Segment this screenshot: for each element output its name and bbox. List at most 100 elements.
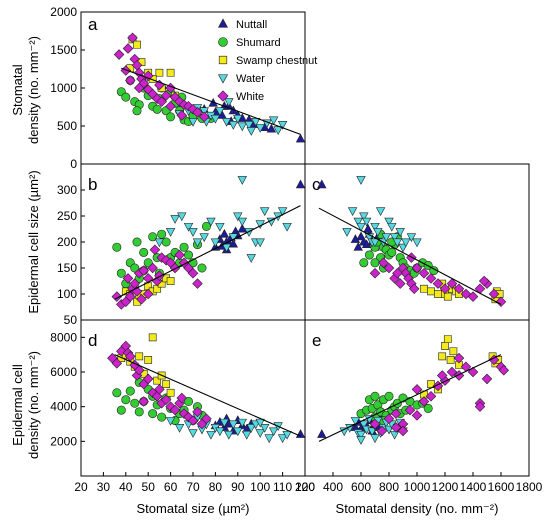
panel-e: 200 400 600 800 1000 1200 1400 1600 1800 (295, 319, 543, 494)
point-b-water-23 (255, 238, 265, 248)
x-tick-label-e-3: 800 (379, 480, 399, 494)
point-b-shumard-16 (184, 250, 194, 260)
point-e-water-14 (384, 425, 394, 435)
point-d-water-9 (215, 427, 225, 437)
point-a-water-8 (228, 121, 239, 130)
panel-label-b: b (88, 175, 97, 194)
point-b-water-9 (210, 238, 221, 248)
point-e-shumard-9 (384, 391, 394, 401)
point-d-white-16 (169, 404, 181, 416)
point-c-water-5 (361, 217, 372, 227)
point-d-water-1 (174, 424, 185, 433)
point-c-shumard-1 (364, 250, 374, 260)
x-tick-label-d-1: 30 (97, 480, 111, 494)
point-b-water-18 (259, 207, 270, 217)
legend-entry-water: Water (217, 73, 265, 85)
point-c-water-2 (353, 217, 363, 227)
point-a-white-12 (156, 96, 167, 107)
point-a-nuttall-11 (266, 123, 277, 133)
y-tick-label-d-3: 8000 (50, 330, 77, 344)
point-d-white-18 (178, 408, 190, 419)
point-d-white-24 (154, 384, 165, 395)
point-a-white-26 (198, 111, 210, 123)
point-b-water-7 (199, 233, 209, 243)
point-a-water-17 (224, 98, 234, 107)
point-c-water-15 (389, 233, 400, 243)
point-d-swamp-chestnut-10 (162, 380, 170, 389)
point-b-water-10 (215, 222, 225, 232)
point-e-water-5 (359, 420, 369, 430)
trend-line-b (114, 205, 301, 300)
point-c-water-0 (342, 228, 352, 237)
point-b-white-19 (187, 267, 199, 279)
series-b-nuttall (210, 179, 306, 254)
legend-marker-swamp-chestnut (218, 55, 228, 65)
point-e-water-8 (367, 427, 377, 437)
point-c-white-21 (488, 288, 500, 300)
point-b-shumard-23 (132, 237, 142, 247)
point-a-white-3 (127, 32, 138, 44)
y-tick-label-a-2: 1000 (50, 81, 77, 95)
point-e-swamp-chestnut-3 (438, 352, 447, 361)
point-e-shumard-5 (373, 400, 383, 410)
series-b-water (154, 176, 292, 263)
point-a-swamp-chestnut-1 (133, 40, 141, 49)
point-c-white-15 (446, 278, 458, 289)
point-a-white-0 (113, 49, 125, 60)
point-c-water-12 (381, 233, 391, 243)
point-b-white-15 (169, 262, 181, 274)
point-e-swamp-chestnut-7 (449, 347, 458, 356)
point-b-white-12 (156, 252, 167, 263)
point-b-water-24 (246, 254, 256, 263)
point-b-water-3 (177, 212, 187, 222)
panel-c (304, 163, 530, 321)
point-d-water-19 (259, 424, 270, 433)
point-d-white-23 (201, 413, 212, 425)
point-b-white-0 (111, 291, 123, 302)
point-e-white-14 (467, 366, 479, 378)
ylabel-a-line2: density (no. mm⁻²) (26, 36, 41, 144)
point-d-shumard-3 (125, 386, 135, 396)
y-tick-label-d-1: 4000 (50, 400, 77, 414)
panel-b: 50 100 150 200 250 300 (57, 163, 306, 327)
trend-line-c (318, 207, 502, 305)
x-tick-label-e-2: 600 (351, 480, 371, 494)
point-d-swamp-chestnut-6 (144, 355, 153, 364)
ylabel-a-line1: Stomatal (10, 64, 25, 115)
point-b-water-1 (165, 228, 176, 237)
point-b-shumard-19 (197, 263, 207, 273)
point-a-water-5 (210, 114, 221, 124)
point-c-water-20 (406, 233, 417, 243)
legend-entry-nuttall: Nuttall (217, 18, 267, 31)
panels-layer: 0500100015002000501001502002503002000400… (50, 5, 542, 494)
point-c-white-24 (392, 267, 403, 279)
point-b-white-21 (142, 288, 154, 300)
point-a-shumard-18 (132, 106, 142, 116)
point-c-water-9 (373, 228, 383, 237)
point-d-white-19 (183, 411, 194, 423)
point-a-white-22 (142, 70, 154, 82)
x-tick-label-d-3: 50 (142, 480, 156, 494)
point-b-water-6 (192, 238, 203, 248)
point-d-shumard-0 (112, 388, 122, 398)
point-e-white-8 (425, 391, 437, 402)
point-c-swamp-chestnut-1 (427, 287, 435, 296)
x-tick-label-e-4: 1000 (404, 480, 431, 494)
point-e-shumard-19 (423, 403, 433, 413)
point-c-water-3 (356, 222, 366, 232)
point-e-water-4 (356, 430, 366, 440)
x-tick-label-d-10: 120 (295, 480, 315, 494)
point-b-nuttall-2 (219, 228, 230, 238)
point-c-swamp-chestnut-0 (420, 284, 428, 293)
series-a-white (113, 32, 210, 123)
point-c-water-10 (375, 207, 386, 217)
point-b-white-25 (149, 244, 161, 256)
point-a-swamp-chestnut-6 (166, 68, 175, 77)
legend-marker-shumard (218, 37, 228, 47)
point-c-water-1 (347, 207, 358, 217)
point-d-white-8 (133, 365, 145, 376)
point-a-white-24 (165, 82, 176, 94)
x-tick-label-e-8: 1800 (516, 480, 543, 494)
y-tick-label-b-1: 100 (57, 287, 77, 301)
point-d-water-15 (242, 430, 252, 440)
